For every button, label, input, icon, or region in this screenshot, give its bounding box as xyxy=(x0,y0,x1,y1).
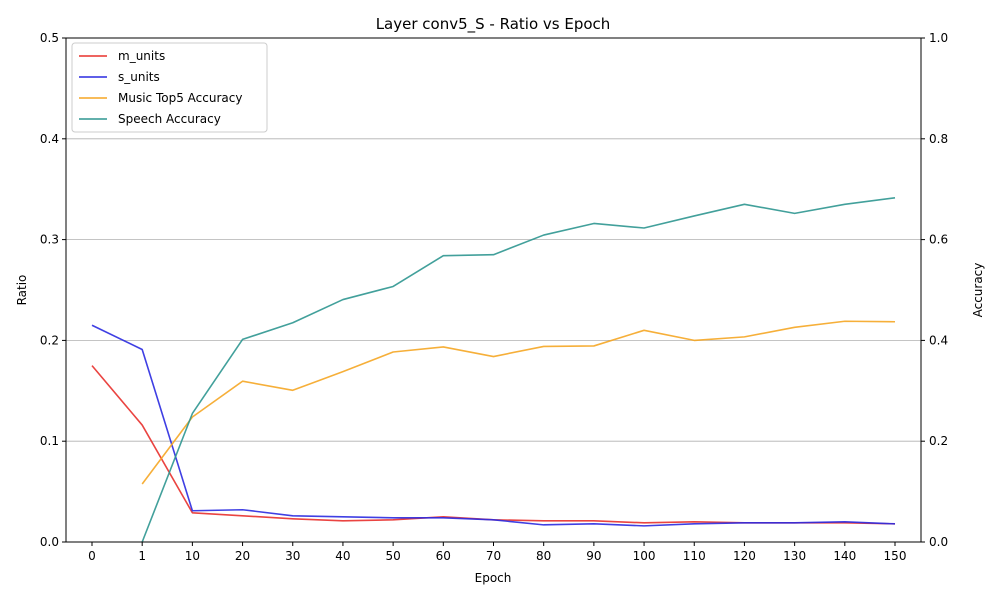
y-tick-label-left: 0.1 xyxy=(40,434,59,448)
x-tick-label: 0 xyxy=(88,549,96,563)
x-tick-label: 10 xyxy=(185,549,200,563)
x-tick-label: 30 xyxy=(285,549,300,563)
legend-label: s_units xyxy=(118,70,160,84)
y-tick-label-right: 0.6 xyxy=(929,233,948,247)
x-tick-label: 20 xyxy=(235,549,250,563)
x-tick-label: 150 xyxy=(884,549,907,563)
x-tick-label: 120 xyxy=(733,549,756,563)
y-tick-label-right: 0.2 xyxy=(929,434,948,448)
y-tick-label-left: 0.2 xyxy=(40,333,59,347)
legend-label: Music Top5 Accuracy xyxy=(118,91,242,105)
y-tick-label-right: 0.0 xyxy=(929,535,948,549)
y-tick-label-left: 0.0 xyxy=(40,535,59,549)
x-tick-label: 80 xyxy=(536,549,551,563)
legend-label: m_units xyxy=(118,49,165,63)
series-line-music-top5-accuracy xyxy=(141,320,896,485)
x-tick-label: 70 xyxy=(486,549,501,563)
legend: m_units s_units Music Top5 Accuracy Speech … xyxy=(71,42,268,133)
x-tick-label: 1 xyxy=(138,549,146,563)
legend-label: Speech Accuracy xyxy=(118,112,221,126)
x-tick-label: 110 xyxy=(683,549,706,563)
x-tick-label: 50 xyxy=(385,549,400,563)
legend-box xyxy=(71,42,268,133)
x-tick-label: 40 xyxy=(335,549,350,563)
series-line-speech-accuracy xyxy=(141,196,896,543)
y-tick-label-right: 0.4 xyxy=(929,333,948,347)
y-tick-label-left: 0.3 xyxy=(40,233,59,247)
y-tick-label-right: 0.8 xyxy=(929,132,948,146)
x-tick-label: 60 xyxy=(436,549,451,563)
series-lines xyxy=(91,196,896,543)
y-axis-title-right: Accuracy xyxy=(971,263,985,318)
axis-ticks: 0.00.10.20.30.40.50.00.20.40.60.81.00 1 10… xyxy=(40,31,948,563)
x-tick-label: 130 xyxy=(783,549,806,563)
x-tick-label: 100 xyxy=(633,549,656,563)
x-tick-label: 140 xyxy=(833,549,856,563)
y-axis-title-left: Ratio xyxy=(15,275,29,306)
series-line-s-units xyxy=(91,324,896,527)
chart-title: Layer conv5_S - Ratio vs Epoch xyxy=(376,15,611,34)
x-tick-label: 90 xyxy=(586,549,601,563)
y-tick-label-left: 0.4 xyxy=(40,132,59,146)
x-axis-title: Epoch xyxy=(475,571,512,585)
y-tick-label-left: 0.5 xyxy=(40,31,59,45)
y-tick-label-right: 1.0 xyxy=(929,31,948,45)
